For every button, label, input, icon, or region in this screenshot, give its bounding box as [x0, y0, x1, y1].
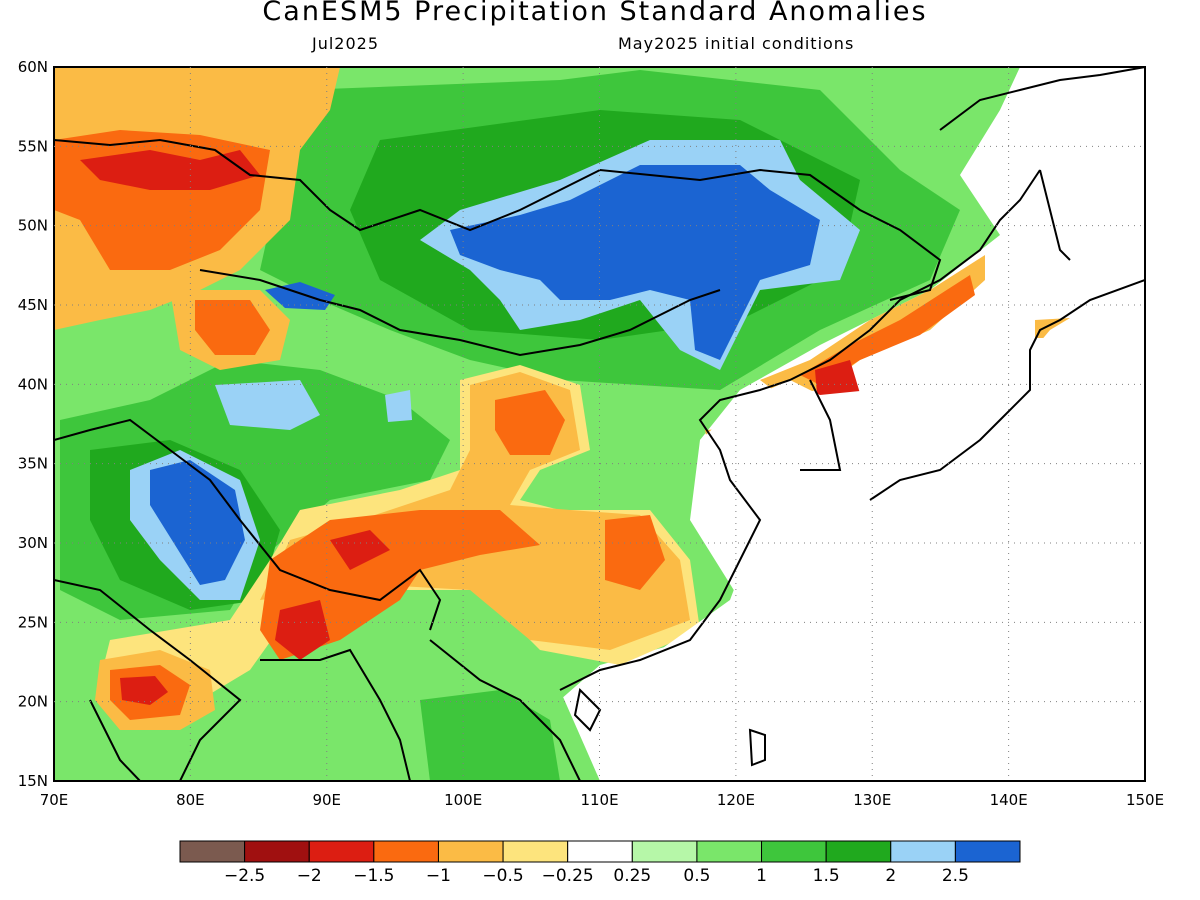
longitude-tick-label: 130E [853, 791, 891, 809]
very-wet-tarim [215, 380, 320, 430]
map-title: CanESM5 Precipitation Standard Anomalies [262, 0, 928, 27]
colorbar-tick-label: −0.5 [482, 866, 523, 886]
colorbar-tick-label: −1 [426, 866, 451, 886]
longitude-tick-label: 120E [717, 791, 755, 809]
colorbar-tick-label: 1 [756, 866, 767, 886]
longitude-tick-label: 70E [40, 791, 69, 809]
latitude-tick-label: 50N [18, 217, 48, 235]
colorbar-swatch [437, 840, 504, 863]
dry-field-aral-2 [195, 300, 270, 355]
dry-field-qinling [495, 390, 565, 455]
very-wet-balkhash [265, 282, 335, 310]
latitude-tick-label: 20N [18, 693, 48, 711]
anomaly-field [54, 67, 1145, 781]
latitude-tick-label: 55N [18, 137, 48, 155]
colorbar-tick-label: 1.5 [813, 866, 840, 886]
very-wet-small [385, 390, 412, 422]
valid-month-label: Jul2025 [312, 34, 380, 53]
colorbar-swatch [696, 840, 763, 863]
colorbar-swatch [954, 840, 1021, 863]
latitude-tick-label: 25N [18, 613, 48, 631]
colorbar [179, 840, 1021, 863]
extreme-wet-tibet [150, 460, 245, 585]
latitude-tick-label: 30N [18, 534, 48, 552]
dry-field-northwest-3 [80, 150, 260, 190]
colorbar-tick-label: −0.25 [542, 866, 594, 886]
latitude-tick-label: 35N [18, 455, 48, 473]
colorbar-swatch [244, 840, 310, 863]
colorbar-tick-label: 2.5 [942, 866, 969, 886]
colorbar-labels: −2.5 −2 −1.5 −1 −0.5 −0.25 0.25 0.5 1 1.5 2 2.5 [224, 866, 969, 886]
longitude-tick-label: 110E [580, 791, 618, 809]
colorbar-swatch [890, 840, 956, 863]
latitude-labels: 15N 20N 25N 30N 35N 40N 45N 50N 55N 60N [18, 58, 48, 790]
colorbar-swatch [631, 840, 698, 863]
latitude-tick-label: 60N [18, 58, 48, 76]
longitude-tick-label: 140E [990, 791, 1028, 809]
longitude-tick-label: 150E [1126, 791, 1164, 809]
wet-field-indochina-strong [420, 690, 560, 781]
colorbar-swatch [308, 840, 375, 863]
latitude-tick-label: 15N [18, 772, 48, 790]
colorbar-tick-label: 0.25 [613, 866, 651, 886]
longitude-tick-label: 100E [444, 791, 482, 809]
coastlines-and-borders [54, 67, 1145, 781]
colorbar-swatch [502, 840, 569, 863]
colorbar-tick-label: 0.5 [683, 866, 710, 886]
gridlines [54, 67, 1145, 781]
colorbar-tick-label: 2 [885, 866, 896, 886]
longitude-tick-label: 90E [312, 791, 341, 809]
colorbar-swatch [373, 840, 439, 863]
longitude-labels: 70E 80E 90E 100E 110E 120E 130E 140E 150E [40, 791, 1164, 809]
colorbar-tick-label: −1.5 [353, 866, 394, 886]
initial-conditions-label: May2025 initial conditions [618, 34, 855, 53]
dry-field-manchuria-coast-2 [800, 275, 975, 385]
dry-field-yunnan-3 [275, 600, 330, 660]
dry-field-yunnan-2 [330, 530, 390, 570]
latitude-tick-label: 40N [18, 375, 48, 393]
dry-field-hunan [605, 515, 665, 590]
colorbar-swatch [567, 840, 633, 863]
colorbar-swatch [179, 840, 246, 863]
extreme-wet-mongolia [450, 165, 820, 360]
dry-field-india-3 [120, 676, 168, 705]
colorbar-tick-label: −2 [297, 866, 322, 886]
longitude-tick-label: 80E [176, 791, 205, 809]
colorbar-swatch [825, 840, 892, 863]
colorbar-tick-label: −2.5 [224, 866, 265, 886]
colorbar-swatch [761, 840, 827, 863]
latitude-tick-label: 45N [18, 296, 48, 314]
